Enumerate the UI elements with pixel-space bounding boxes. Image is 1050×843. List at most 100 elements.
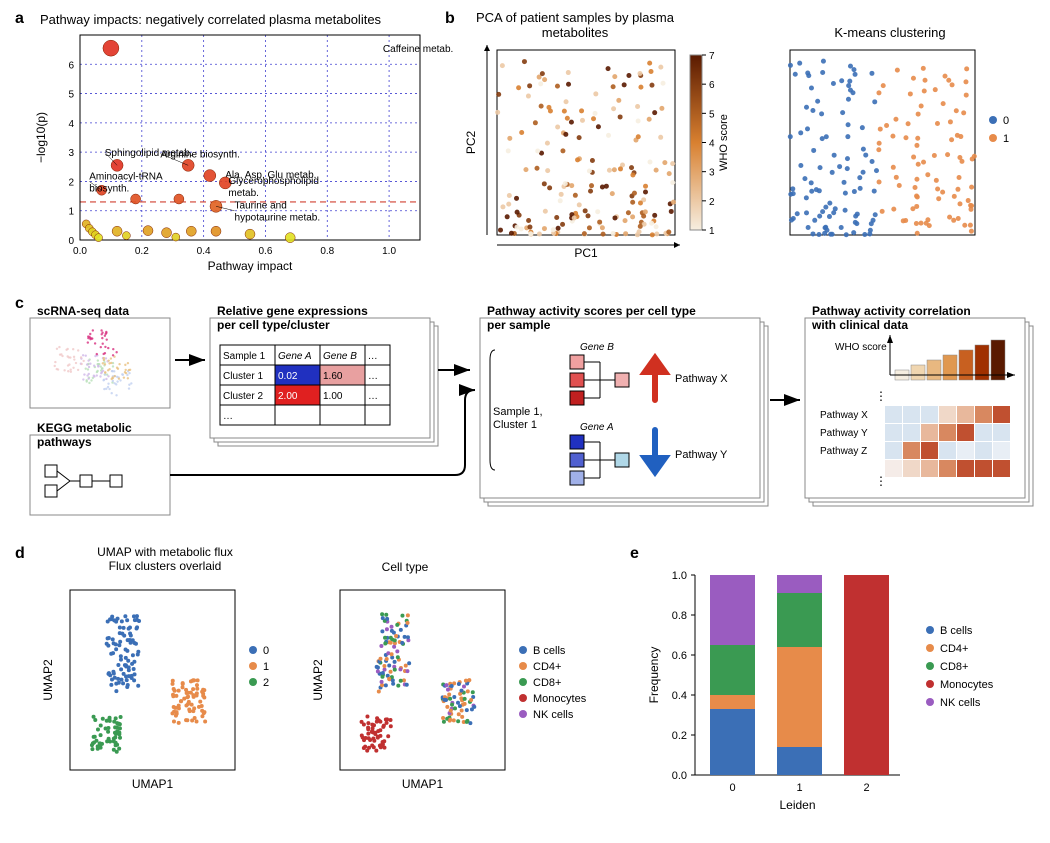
- svg-text:Monocytes: Monocytes: [533, 693, 587, 705]
- panel-b-title2: K-means clustering: [800, 25, 980, 40]
- panel-label-e: e: [630, 545, 639, 563]
- svg-text:scRNA-seq data: scRNA-seq data: [37, 304, 129, 318]
- svg-text:0.2: 0.2: [672, 730, 687, 742]
- svg-text:4: 4: [68, 119, 74, 130]
- svg-text:⋮: ⋮: [875, 474, 887, 488]
- svg-text:0: 0: [1003, 115, 1009, 127]
- panel-d-title2: Cell type: [330, 560, 480, 574]
- svg-text:Pathway Y: Pathway Y: [675, 449, 728, 461]
- figure: a Pathway impacts: negatively correlated…: [10, 10, 1040, 833]
- svg-text:5: 5: [709, 109, 715, 120]
- svg-text:1: 1: [1003, 133, 1009, 145]
- svg-text:1: 1: [68, 207, 74, 218]
- svg-text:Sample 1,: Sample 1,: [493, 406, 543, 418]
- svg-text:Gene A: Gene A: [278, 351, 312, 362]
- svg-text:⋮: ⋮: [875, 389, 887, 403]
- svg-text:Gene B: Gene B: [323, 351, 357, 362]
- panel-e-stackedbar: 0.00.20.40.60.81.0FrequencyLeiden012B ce…: [640, 565, 1035, 820]
- panel-label-d: d: [15, 545, 25, 563]
- svg-text:…: …: [223, 411, 233, 422]
- svg-text:CD8+: CD8+: [533, 677, 561, 689]
- svg-text:0.4: 0.4: [197, 246, 211, 257]
- svg-text:WHO score: WHO score: [835, 342, 887, 353]
- svg-text:UMAP2: UMAP2: [41, 659, 55, 701]
- svg-text:Cluster 1: Cluster 1: [493, 419, 537, 431]
- svg-text:0: 0: [68, 236, 74, 247]
- svg-text:2: 2: [863, 782, 869, 794]
- svg-text:1.0: 1.0: [672, 570, 687, 582]
- svg-text:Pathway impact: Pathway impact: [208, 259, 293, 273]
- svg-text:UMAP1: UMAP1: [132, 777, 174, 791]
- svg-text:hypotaurine metab.: hypotaurine metab.: [235, 213, 321, 224]
- svg-text:0.2: 0.2: [135, 246, 149, 257]
- svg-text:6: 6: [709, 80, 715, 91]
- svg-text:Monocytes: Monocytes: [940, 679, 994, 691]
- svg-text:metab.: metab.: [228, 188, 259, 199]
- svg-text:WHO score: WHO score: [718, 114, 730, 171]
- svg-text:7: 7: [709, 51, 715, 62]
- svg-text:0.4: 0.4: [672, 690, 687, 702]
- svg-text:4: 4: [709, 139, 715, 150]
- svg-text:B cells: B cells: [940, 625, 973, 637]
- svg-text:Sample 1: Sample 1: [223, 351, 266, 362]
- svg-text:0.02: 0.02: [278, 371, 298, 382]
- svg-text:0: 0: [263, 645, 269, 657]
- panel-d-celltype: UMAP1UMAP2B cellsCD4+CD8+MonocytesNK cel…: [310, 585, 610, 820]
- svg-text:with clinical data: with clinical data: [811, 318, 908, 332]
- svg-text:KEGG metabolic: KEGG metabolic: [37, 421, 132, 435]
- svg-text:…: …: [368, 371, 378, 382]
- svg-text:5: 5: [68, 90, 74, 101]
- svg-text:0.8: 0.8: [320, 246, 334, 257]
- panel-d-flux: UMAP1UMAP2012: [40, 585, 310, 820]
- svg-text:3: 3: [709, 168, 715, 179]
- svg-text:CD4+: CD4+: [940, 643, 968, 655]
- panel-c-workflow: scRNA-seq data KEGG metabolicpathways Rela…: [25, 300, 1035, 535]
- panel-label-c: c: [15, 295, 24, 313]
- svg-text:Pathway X: Pathway X: [820, 410, 868, 421]
- svg-text:Taurine and: Taurine and: [235, 201, 287, 212]
- svg-text:biosynth.: biosynth.: [89, 183, 129, 194]
- svg-text:CD4+: CD4+: [533, 661, 561, 673]
- svg-text:Relative gene expressions: Relative gene expressions: [217, 304, 368, 318]
- svg-text:…: …: [368, 391, 378, 402]
- svg-text:1.00: 1.00: [323, 391, 343, 402]
- svg-text:NK cells: NK cells: [940, 697, 981, 709]
- svg-text:0: 0: [729, 782, 735, 794]
- svg-text:pathways: pathways: [37, 435, 92, 449]
- svg-text:PC2: PC2: [464, 131, 478, 155]
- svg-text:UMAP2: UMAP2: [311, 659, 325, 701]
- svg-text:2.00: 2.00: [278, 391, 298, 402]
- svg-text:2: 2: [68, 177, 74, 188]
- panel-a-title: Pathway impacts: negatively correlated p…: [40, 12, 381, 27]
- svg-text:Cluster 1: Cluster 1: [223, 371, 263, 382]
- svg-text:Leiden: Leiden: [779, 798, 815, 812]
- svg-text:Arginine biosynth.: Arginine biosynth.: [160, 150, 240, 161]
- svg-text:Pathway Y: Pathway Y: [820, 428, 868, 439]
- svg-text:per sample: per sample: [487, 318, 551, 332]
- svg-text:1.60: 1.60: [323, 371, 343, 382]
- svg-text:−log10(p): −log10(p): [34, 112, 48, 163]
- svg-text:Pathway activity correlation: Pathway activity correlation: [812, 304, 971, 318]
- svg-text:Gene A: Gene A: [580, 422, 614, 433]
- svg-text:1: 1: [263, 661, 269, 673]
- svg-text:0.6: 0.6: [672, 650, 687, 662]
- panel-b-pca: PC1PC21234567WHO score: [465, 45, 740, 265]
- svg-text:6: 6: [68, 60, 74, 71]
- svg-text:0.0: 0.0: [672, 770, 687, 782]
- panel-d-title1: UMAP with metabolic fluxFlux clusters ov…: [75, 545, 255, 573]
- svg-text:Caffeine metab.: Caffeine metab.: [383, 44, 453, 55]
- svg-text:3: 3: [68, 148, 74, 159]
- svg-text:CD8+: CD8+: [940, 661, 968, 673]
- svg-text:0.0: 0.0: [73, 246, 87, 257]
- svg-text:Pathway activity scores per ce: Pathway activity scores per cell type: [487, 304, 696, 318]
- svg-text:Aminoacyl-tRNA: Aminoacyl-tRNA: [89, 171, 163, 182]
- svg-text:0.8: 0.8: [672, 610, 687, 622]
- svg-text:UMAP1: UMAP1: [402, 777, 444, 791]
- panel-b-kmeans: 01: [780, 45, 1040, 265]
- svg-text:0.6: 0.6: [259, 246, 273, 257]
- panel-label-b: b: [445, 10, 455, 28]
- svg-text:PC1: PC1: [574, 246, 598, 260]
- panel-b-title1: PCA of patient samples by plasma metabol…: [475, 10, 675, 40]
- svg-text:Glycerophospholipid: Glycerophospholipid: [228, 176, 319, 187]
- panel-a-chart: 0.00.20.40.60.81.00123456Caffeine metab.…: [30, 30, 430, 280]
